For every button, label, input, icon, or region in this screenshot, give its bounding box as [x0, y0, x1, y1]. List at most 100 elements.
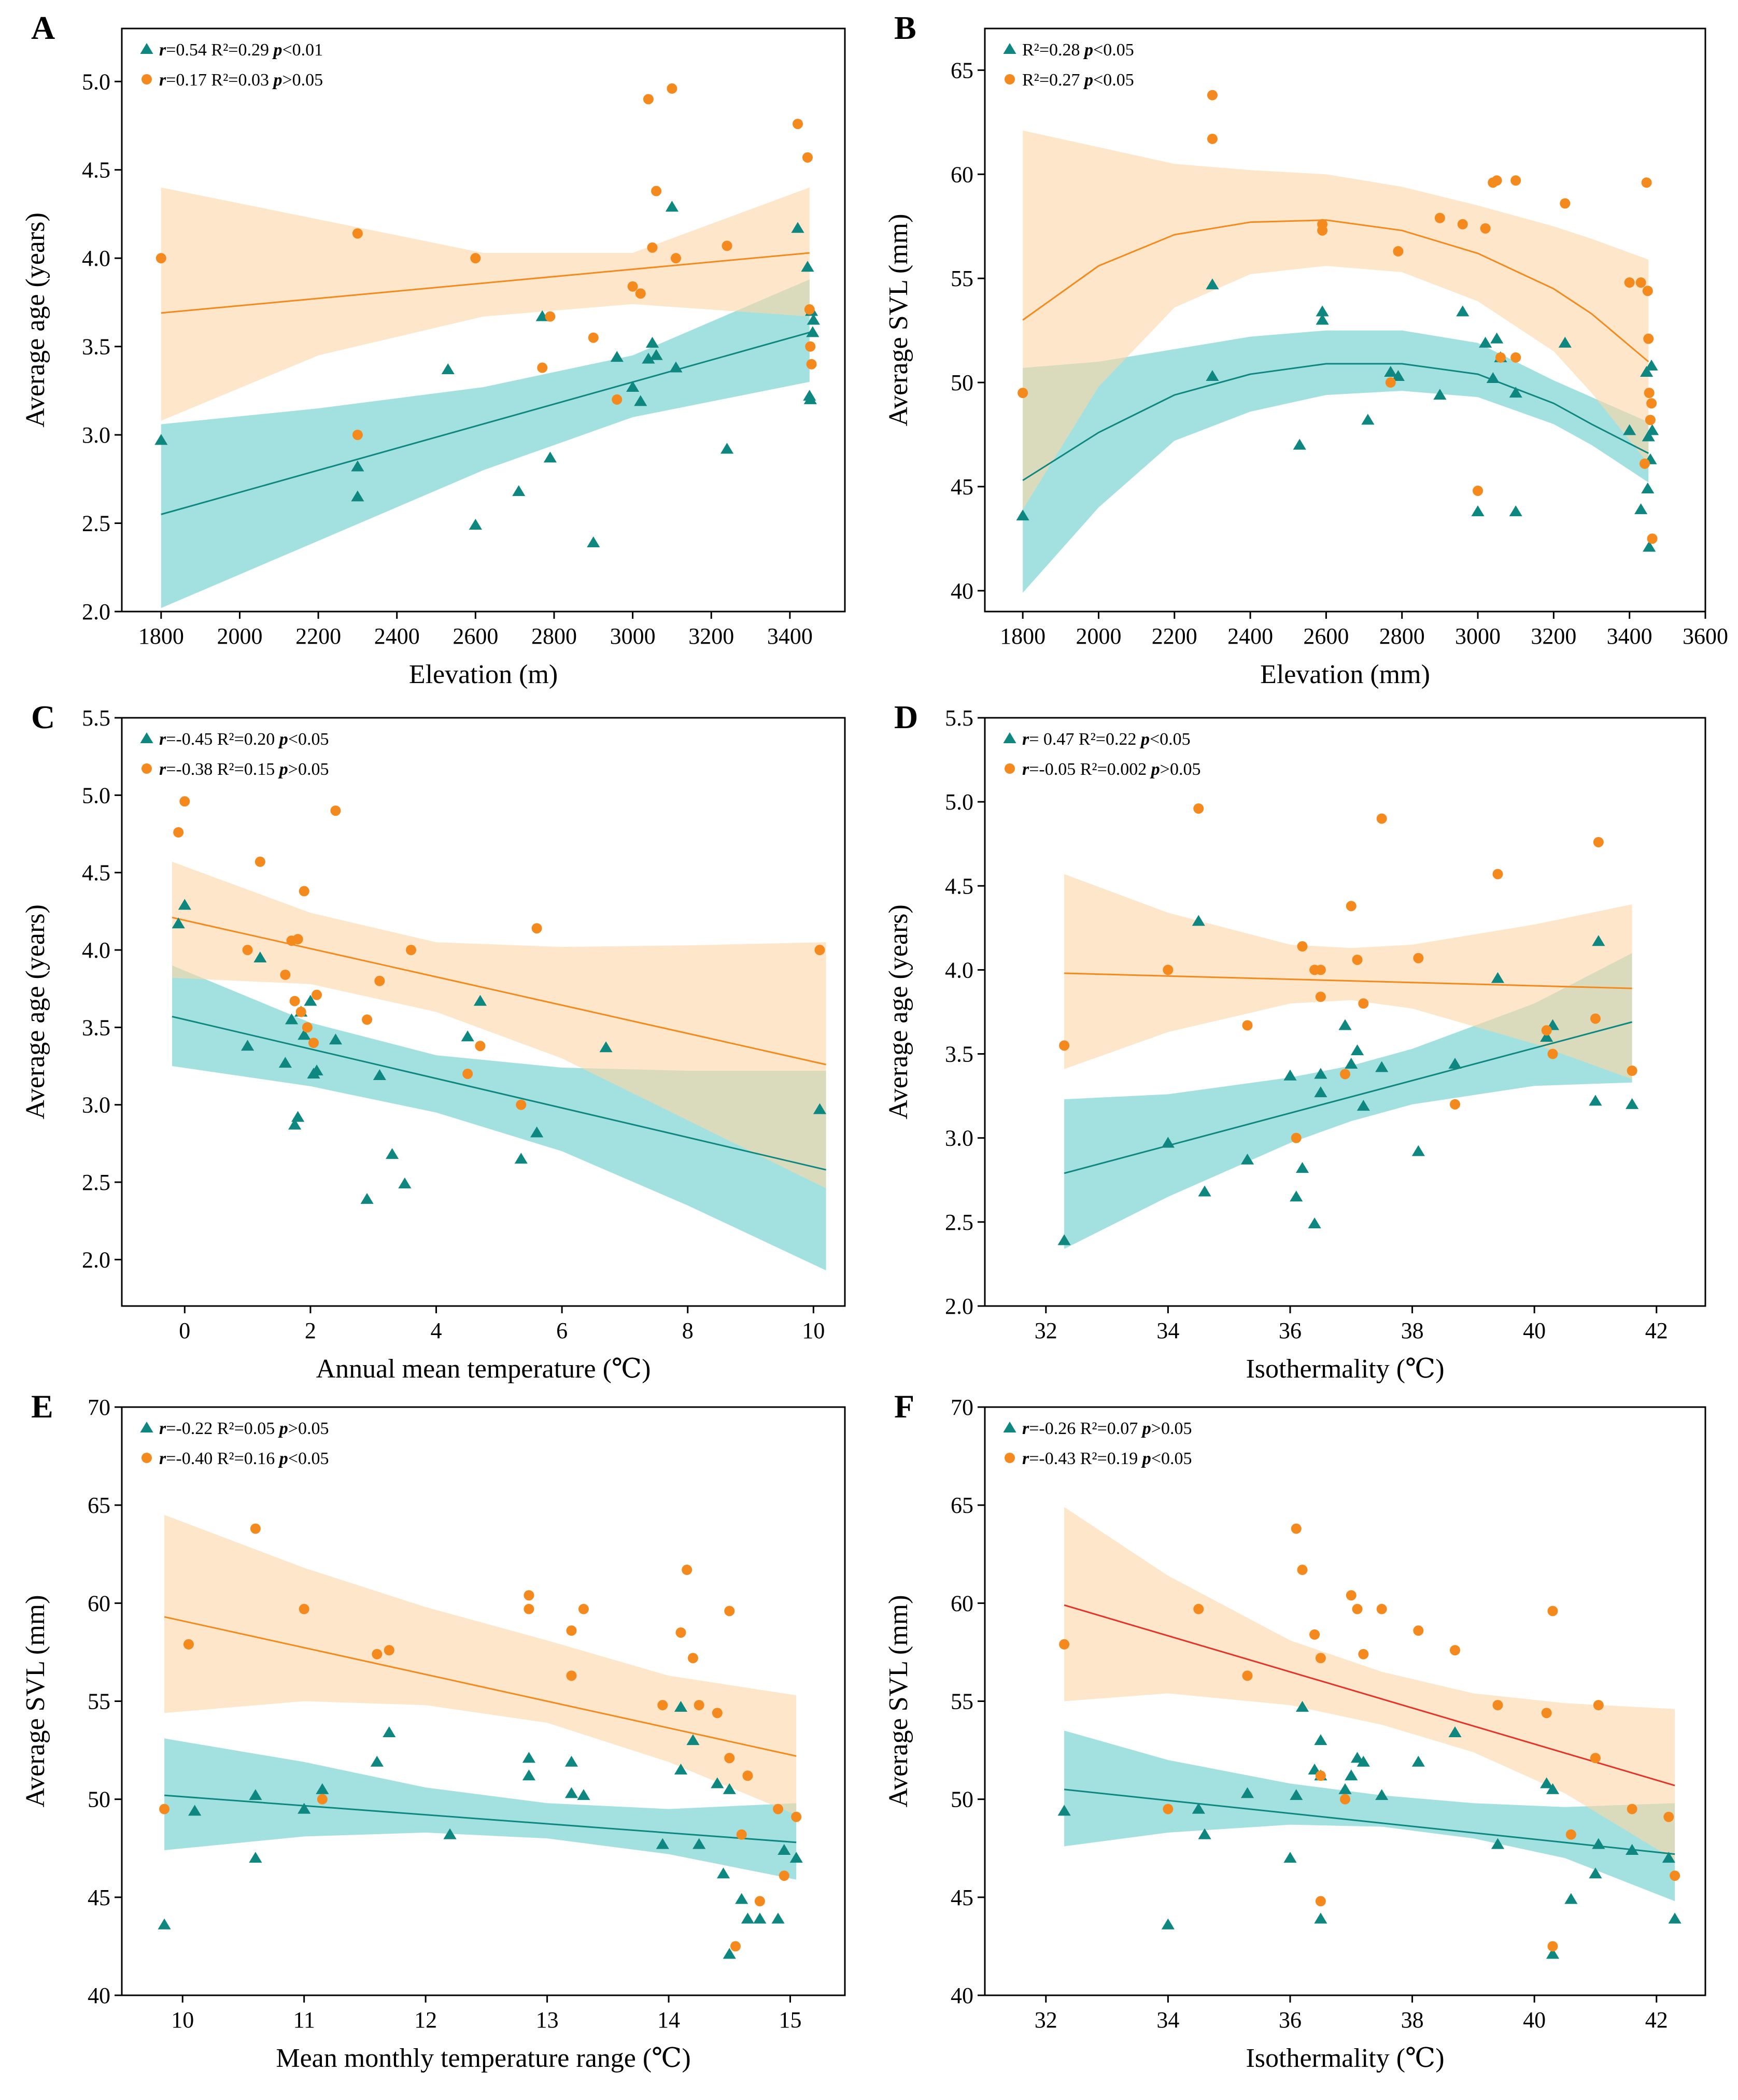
data-point-orange [1645, 415, 1656, 425]
data-point-orange [1242, 1670, 1253, 1681]
x-tick-label: 36 [1279, 1318, 1302, 1343]
chart-panel-b: 1800 2000 2200 2400 2600 2800 3000 3200 3400 3600… [884, 9, 1728, 689]
fit-line-teal [1022, 363, 1649, 481]
data-point-teal [1623, 424, 1636, 435]
y-tick-label: 5.5 [945, 705, 973, 731]
data-point-orange [1642, 286, 1653, 296]
data-point-orange [1541, 1708, 1552, 1719]
panel-letter: B [894, 9, 916, 46]
data-point-teal [373, 1069, 386, 1080]
y-axis-title: Average age (years) [21, 212, 50, 428]
data-point-orange [1358, 1649, 1369, 1659]
data-point-orange [805, 341, 816, 352]
confidence-band-teal [1064, 1730, 1675, 1902]
fit-line-teal [164, 1794, 797, 1843]
x-tick-label: 2000 [1076, 623, 1121, 649]
data-point-orange [299, 886, 309, 897]
data-point-orange [537, 362, 548, 373]
data-point-teal [1564, 1893, 1578, 1904]
chart-panel-f: 32 34 36 38 40 42 40 45 50 55 60 65 70 Isothermality … [884, 1388, 1706, 2073]
legend-circle-icon [1005, 1453, 1015, 1463]
data-point-teal [386, 1148, 399, 1159]
data-point-orange [1541, 1025, 1552, 1036]
data-point-orange [384, 1645, 394, 1656]
data-point-teal [249, 1852, 262, 1863]
data-point-orange [566, 1625, 577, 1636]
data-point-teal [1634, 503, 1648, 515]
data-point-teal [1640, 365, 1654, 377]
data-point-teal [610, 351, 624, 362]
legend-entry: r= 0.47 R²=0.22 p<0.05 [1022, 730, 1191, 749]
data-point-teal [522, 1769, 536, 1781]
data-point-orange [1450, 1645, 1461, 1656]
data-point-teal [1662, 1852, 1675, 1863]
data-point-orange [292, 934, 303, 945]
data-point-orange [1457, 219, 1468, 230]
x-tick-label: 4 [431, 1318, 442, 1343]
data-point-orange [159, 1804, 170, 1814]
data-point-teal [1161, 1137, 1175, 1148]
fit-line-orange [164, 1616, 797, 1757]
x-tick-label: 2600 [453, 623, 498, 649]
data-point-orange [524, 1604, 534, 1614]
legend-circle-icon [1005, 74, 1015, 84]
data-point-orange [1593, 836, 1604, 847]
data-point-teal [587, 536, 600, 548]
data-point-teal [771, 1912, 785, 1924]
data-point-teal [1540, 1031, 1553, 1042]
x-tick-label: 2200 [1152, 623, 1197, 649]
data-point-teal [1641, 482, 1655, 493]
x-axis-title: Elevation (mm) [1260, 660, 1430, 689]
data-point-orange [814, 945, 825, 956]
fit-line-orange [1022, 219, 1649, 363]
y-tick-label: 3.0 [82, 1092, 110, 1118]
y-tick-label: 5.5 [82, 705, 110, 731]
x-tick-label: 1800 [138, 623, 184, 649]
plot-area [1022, 130, 1649, 593]
x-tick-label: 34 [1156, 1318, 1179, 1343]
y-tick-label: 65 [88, 1493, 110, 1518]
data-point-orange [1547, 1606, 1558, 1616]
confidence-band-teal [1023, 330, 1649, 593]
data-point-teal [1293, 438, 1306, 450]
fit-line-teal [172, 1016, 826, 1171]
data-point-teal [1592, 935, 1605, 946]
data-point-orange [627, 281, 638, 292]
data-point-teal [1626, 1844, 1639, 1855]
data-point-orange [667, 83, 677, 94]
data-point-teal [304, 995, 317, 1006]
data-point-teal [288, 1118, 302, 1130]
legend-triangle-icon [1003, 732, 1016, 743]
data-point-teal [1645, 424, 1659, 435]
data-point-teal [461, 1030, 474, 1042]
data-point-teal [656, 1838, 669, 1849]
data-point-orange [793, 119, 803, 130]
data-point-orange [779, 1870, 789, 1881]
data-point-teal [665, 201, 679, 212]
data-point-orange [545, 311, 556, 322]
data-point-teal [1161, 1918, 1175, 1929]
chart-panel-d: 32 34 36 38 40 42 2.0 2.5 3.0 3.5 4.0 4.5 5.0 5.5 Isot… [884, 699, 1706, 1384]
data-point-teal [669, 361, 683, 373]
data-point-teal [1057, 1234, 1071, 1245]
plot-area [164, 1515, 797, 1880]
y-tick-label: 2.5 [82, 1170, 110, 1195]
data-point-teal [1411, 1755, 1425, 1767]
x-axis-title: Elevation (m) [409, 660, 558, 689]
data-point-teal [1345, 1058, 1358, 1069]
data-point-orange [694, 1700, 704, 1711]
y-tick-label: 4.5 [82, 860, 110, 886]
data-point-teal [564, 1787, 578, 1798]
data-point-orange [1560, 198, 1571, 209]
legend-circle-icon [1005, 763, 1015, 774]
y-tick-label: 4.5 [945, 873, 973, 899]
data-point-orange [722, 240, 732, 251]
y-tick-label: 5.0 [82, 69, 110, 94]
data-point-teal [1338, 1019, 1352, 1030]
confidence-band-orange [164, 1515, 797, 1815]
x-tick-label: 3400 [767, 623, 813, 649]
data-point-orange [1059, 1639, 1070, 1650]
data-point-orange [687, 1653, 698, 1664]
x-tick-label: 3400 [1607, 623, 1652, 649]
data-point-orange [1413, 1625, 1424, 1636]
